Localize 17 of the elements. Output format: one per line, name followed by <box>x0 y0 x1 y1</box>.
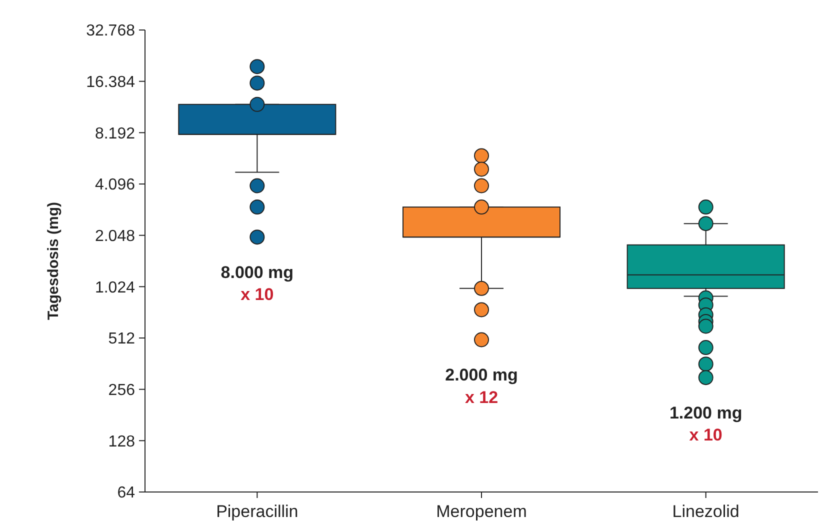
x-tick-label: Meropenem <box>436 502 527 521</box>
y-axis-title: Tagesdosis (mg) <box>45 202 62 320</box>
y-tick-label: 512 <box>108 330 136 348</box>
y-tick-label: 1.024 <box>94 279 136 296</box>
annotation: 2.000 mg x 12 <box>445 366 518 407</box>
x-tick-label: Linezolid <box>672 502 740 521</box>
y-tick-label: 256 <box>108 382 136 399</box>
annotation: 1.200 mg x 10 <box>669 404 742 445</box>
y-tick-label: 128 <box>108 433 136 450</box>
y-tick-label: 32.768 <box>86 22 136 40</box>
y-tick-label: 2.048 <box>94 228 136 245</box>
y-tick-label: 8.192 <box>94 125 136 142</box>
y-tick-label: 4.096 <box>94 176 136 194</box>
y-tick-label: 64 <box>117 484 136 502</box>
annotation: 8.000 mg x 10 <box>220 263 294 304</box>
y-tick-label: 16.384 <box>86 74 136 91</box>
x-tick-label: Piperacillin <box>216 502 298 521</box>
